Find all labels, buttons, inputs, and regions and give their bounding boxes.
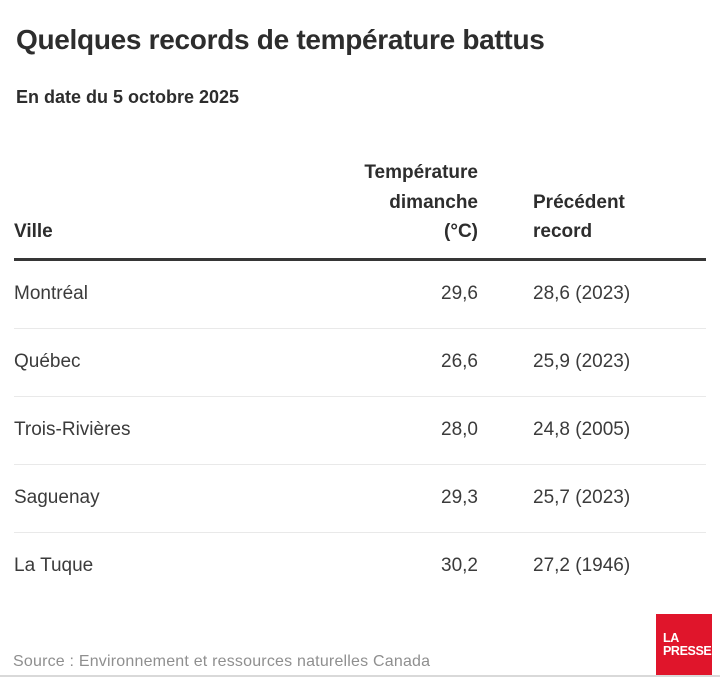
table-row: La Tuque 30,2 27,2 (1946) [14, 533, 706, 600]
column-header-ville: Ville [14, 221, 53, 243]
page-title: Quelques records de température battus [16, 24, 545, 55]
records-table: Ville Température dimanche (°C) Précéden… [14, 158, 706, 599]
lapresse-logo: LA PRESSE [656, 614, 712, 675]
temperature-records-infographic: Quelques records de température battus E… [14, 24, 706, 599]
record-cell: 27,2 (1946) [533, 555, 631, 576]
page-subtitle: En date du 5 octobre 2025 [16, 87, 240, 108]
temperature-cell: 29,3 [441, 487, 478, 508]
temperature-cell: 29,6 [441, 283, 478, 304]
column-header-temperature: Température dimanche (°C) [364, 162, 478, 243]
table-row: Trois-Rivières 28,0 24,8 (2005) [14, 397, 706, 465]
column-header-precedent-record: Précédent record [533, 191, 625, 243]
page-bottom-edge [0, 675, 720, 677]
lapresse-logo-line2: PRESSE [663, 643, 712, 658]
city-cell: Trois-Rivières [14, 419, 131, 440]
city-cell: Saguenay [14, 487, 100, 508]
lapresse-logo-line1: LA [663, 630, 679, 645]
table-header-row: Ville Température dimanche (°C) Précéden… [14, 158, 706, 261]
city-cell: Québec [14, 351, 81, 372]
source-note: Source : Environnement et ressources nat… [13, 653, 431, 670]
record-cell: 28,6 (2023) [533, 283, 631, 304]
city-cell: La Tuque [14, 555, 94, 576]
table-row: Montréal 29,6 28,6 (2023) [14, 261, 706, 329]
table-row: Saguenay 29,3 25,7 (2023) [14, 465, 706, 533]
record-cell: 25,7 (2023) [533, 487, 631, 508]
temperature-cell: 26,6 [441, 351, 478, 372]
record-cell: 25,9 (2023) [533, 351, 631, 372]
city-cell: Montréal [14, 283, 88, 304]
table-row: Québec 26,6 25,9 (2023) [14, 329, 706, 397]
temperature-cell: 30,2 [441, 555, 478, 576]
temperature-cell: 28,0 [441, 419, 478, 440]
record-cell: 24,8 (2005) [533, 419, 631, 440]
